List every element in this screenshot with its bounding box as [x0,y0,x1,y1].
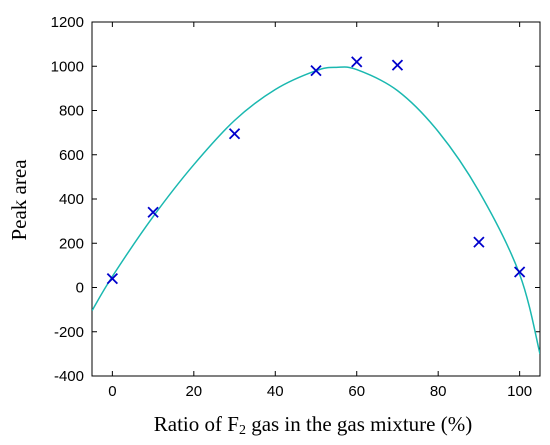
fit-curve-layer [92,66,540,355]
data-point-stroke-b [106,273,119,285]
y-tick-label: -200 [54,324,84,341]
data-point-stroke-b [391,59,404,71]
y-tick-label: 400 [59,191,84,208]
data-point-stroke-b [351,56,363,68]
fit-curve [92,66,540,355]
y-tick-label: 0 [76,280,84,297]
data-point-stroke-b [147,206,159,218]
y-axis: -400 -200 0 200 400 600 800 1000 1200 [51,14,540,385]
x-axis: 0 20 40 60 80 100 [108,22,532,400]
data-point-stroke-b [228,128,241,140]
x-axis-title: Ratio of F2 gas in the gas mixture (%) [154,412,472,438]
x-tick-label: 20 [185,383,202,400]
data-point-stroke-b [473,236,485,248]
data-point [391,59,404,71]
x-axis-title-suffix: gas in the gas mixture (%) [246,412,472,436]
plot-frame [91,21,541,377]
x-tick-label: 80 [430,383,447,400]
plot-border [91,21,541,377]
data-point [228,128,241,140]
y-tick-label: 600 [59,147,84,164]
y-tick-label: 800 [59,103,84,120]
x-tick-label: 0 [108,383,116,400]
x-tick-label: 100 [507,383,532,400]
y-tick-label: -400 [54,368,84,385]
y-tick-label: 1200 [51,14,84,31]
y-axis-title: Peak area [7,159,31,241]
y-tick-label: 1000 [51,58,84,75]
data-point [473,236,485,248]
data-point-stroke-b [310,65,322,77]
data-point [513,266,526,278]
y-tick-label: 200 [59,235,84,252]
data-point [310,65,322,77]
x-axis-title-subscript: 2 [239,423,246,438]
data-point-stroke-b [513,266,526,278]
x-tick-label: 40 [267,383,284,400]
data-point [351,56,363,68]
data-point [147,206,159,218]
x-tick-label: 60 [348,383,365,400]
data-points-layer [106,56,526,285]
data-point [106,273,119,285]
x-axis-title-prefix: Ratio of F [154,412,239,436]
